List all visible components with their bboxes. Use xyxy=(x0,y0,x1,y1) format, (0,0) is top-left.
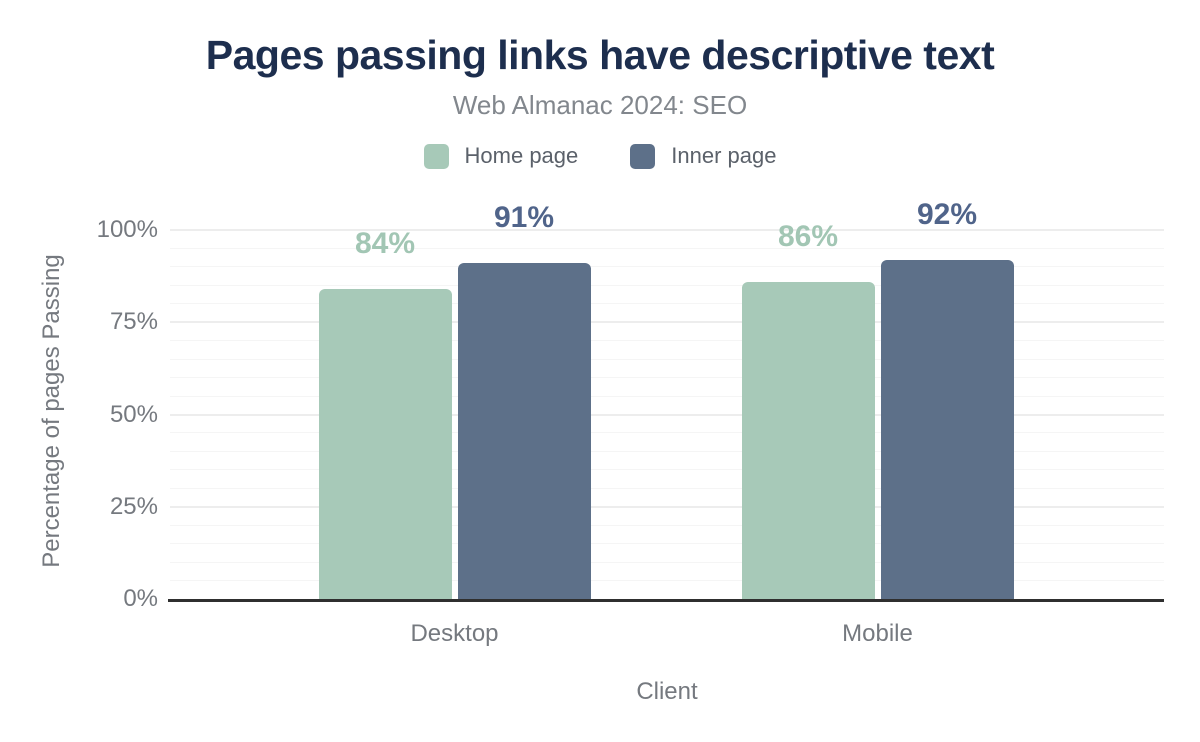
gridline-major xyxy=(170,321,1164,324)
chart-subtitle: Web Almanac 2024: SEO xyxy=(452,90,748,120)
legend-swatch-icon xyxy=(630,143,656,169)
gridline-major xyxy=(170,229,1164,231)
gridline-minor xyxy=(170,303,1164,305)
gridline-minor xyxy=(170,487,1164,489)
bar-value-label: 91% xyxy=(493,201,555,235)
y-tick-label: 50% xyxy=(109,400,158,428)
gridline-major xyxy=(170,505,1164,508)
legend-swatch-icon xyxy=(423,143,449,169)
bar-mobile-home-page[interactable] xyxy=(741,281,875,599)
gridline-minor xyxy=(170,358,1164,360)
gridline-minor xyxy=(170,450,1164,452)
gridline-minor xyxy=(170,543,1164,545)
y-tick-label: 0% xyxy=(123,585,158,612)
x-axis-title: Client xyxy=(636,678,698,705)
gridline-minor xyxy=(170,266,1164,268)
legend: Home page Inner page xyxy=(0,143,1200,169)
gridline-minor xyxy=(170,340,1164,342)
chart-title: Pages passing links have descriptive tex… xyxy=(205,32,995,78)
legend-label: Home page xyxy=(464,143,579,168)
bar-mobile-inner-page[interactable] xyxy=(880,259,1014,599)
gridline-minor xyxy=(170,469,1164,471)
gridline-major xyxy=(170,413,1164,416)
bar-value-label: 86% xyxy=(777,219,839,253)
gridline-minor xyxy=(170,247,1164,249)
gridline-minor xyxy=(170,580,1164,582)
bar-desktop-inner-page[interactable] xyxy=(457,263,591,599)
x-axis-baseline xyxy=(168,599,1164,602)
y-tick-label: 75% xyxy=(109,308,158,336)
bar-value-label: 92% xyxy=(916,197,978,231)
gridline-minor xyxy=(170,284,1164,286)
gridline-minor xyxy=(170,561,1164,563)
bar-value-label: 84% xyxy=(354,227,416,261)
legend-item-home-page: Home page xyxy=(423,143,579,169)
y-tick-label: 100% xyxy=(96,216,158,243)
legend-label: Inner page xyxy=(671,143,777,168)
gridline-minor xyxy=(170,395,1164,397)
gridline-minor xyxy=(170,432,1164,434)
gridline-minor xyxy=(170,377,1164,379)
bar-desktop-home-page[interactable] xyxy=(318,289,452,599)
x-category-label: Mobile xyxy=(842,620,913,647)
y-tick-label: 25% xyxy=(109,492,158,520)
x-category-label: Desktop xyxy=(410,620,499,647)
legend-item-inner-page: Inner page xyxy=(630,143,776,169)
gridline-minor xyxy=(170,524,1164,526)
